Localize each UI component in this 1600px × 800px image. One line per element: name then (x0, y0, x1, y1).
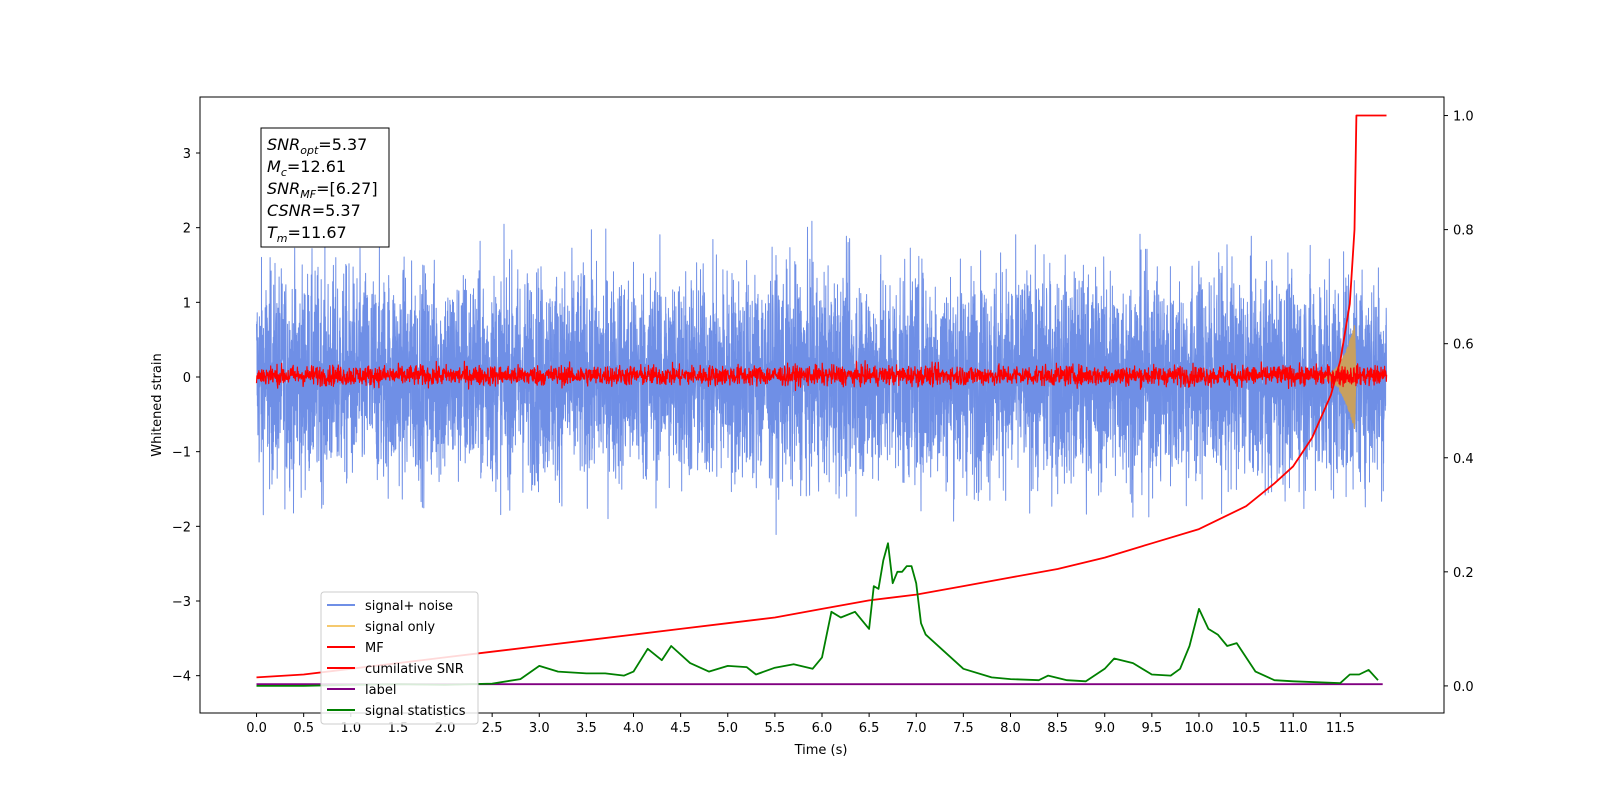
x-tick-label: 9.0 (1094, 721, 1115, 736)
y2-tick-label: 0.2 (1453, 566, 1474, 581)
x-tick-label: 8.0 (1000, 721, 1021, 736)
x-tick-label: 0.5 (293, 721, 314, 736)
series-2-line (255, 360, 1388, 392)
x-tick-label: 6.0 (812, 721, 833, 736)
annotation-line: Mc=12.61 (267, 157, 346, 179)
x-tick-label: 7.5 (953, 721, 974, 736)
x-tick-label: 6.5 (859, 721, 880, 736)
legend-label: signal statistics (365, 704, 466, 719)
x-tick-label: 11.0 (1279, 721, 1308, 736)
x-tick-label: 7.0 (906, 721, 927, 736)
x-tick-label: 3.5 (576, 721, 597, 736)
annotation-frame (260, 127, 390, 248)
legend-frame (320, 591, 479, 725)
x-tick-label: 5.5 (765, 721, 786, 736)
y-tick-label: 3 (183, 147, 191, 162)
x-tick-label: 3.0 (529, 721, 550, 736)
legend: signal+ noise signal only MF cumilative SNR… (320, 591, 479, 725)
x-tick-label: 8.5 (1047, 721, 1068, 736)
x-tick-label: 0.0 (246, 721, 267, 736)
y2-tick-label: 0.8 (1453, 224, 1474, 239)
annotation-line: Tm=11.67 (267, 223, 347, 245)
x-tick-label: 2.0 (435, 721, 456, 736)
x-tick-label: 4.5 (670, 721, 691, 736)
x-tick-label: 1.0 (340, 721, 361, 736)
x-tick-label: 10.0 (1184, 721, 1213, 736)
series-3-line (256, 114, 1387, 679)
x-tick-label: 10.5 (1232, 721, 1261, 736)
y-axis-left: 3 2 1 0 −1 −2 −3 −4 (172, 147, 200, 685)
y2-tick-label: 1.0 (1453, 110, 1474, 125)
stats-annotation-box: SNRopt=5.37Mc=12.61SNRMF=[6.27]CSNR=5.37… (260, 127, 390, 248)
x-tick-label: 9.5 (1142, 721, 1163, 736)
x-tick-label: 11.5 (1326, 721, 1355, 736)
y2-tick-label: 0.4 (1453, 452, 1474, 467)
series-0-line (256, 220, 1387, 535)
x-tick-label: 4.0 (623, 721, 644, 736)
legend-label: cumilative SNR (365, 662, 464, 677)
y-tick-label: −1 (172, 446, 191, 461)
x-axis: 0.0 0.5 1.0 1.5 2.0 2.5 3.0 3.5 4.0 4.5 5.0 5.5 6.0 6… (246, 713, 1355, 736)
y-axis-right: 1.0 0.8 0.6 0.4 0.2 0.0 (1444, 110, 1474, 695)
y-tick-label: −2 (172, 520, 191, 535)
series-layer (255, 114, 1388, 687)
y-tick-label: 1 (183, 296, 191, 311)
legend-label: MF (365, 641, 384, 656)
x-tick-label: 5.0 (717, 721, 738, 736)
annotation-line: SNRMF=[6.27] (267, 179, 378, 201)
y-tick-label: 2 (183, 222, 191, 237)
annotation-line: SNRopt=5.37 (267, 135, 367, 157)
y-tick-label: −3 (172, 595, 191, 610)
y-tick-label: −4 (172, 670, 191, 685)
y-axis-label: Whitened strain (150, 353, 165, 456)
x-axis-label: Time (s) (794, 743, 848, 758)
annotation-line: CSNR=5.37 (267, 201, 361, 220)
y2-tick-label: 0.6 (1453, 338, 1474, 353)
legend-label: signal only (365, 620, 435, 635)
legend-label: signal+ noise (365, 599, 453, 614)
x-tick-label: 2.5 (482, 721, 503, 736)
x-tick-label: 1.5 (388, 721, 409, 736)
legend-label: label (365, 683, 396, 698)
series-5-line (256, 542, 1379, 687)
y-tick-label: 0 (183, 371, 191, 386)
y2-tick-label: 0.0 (1453, 680, 1474, 695)
